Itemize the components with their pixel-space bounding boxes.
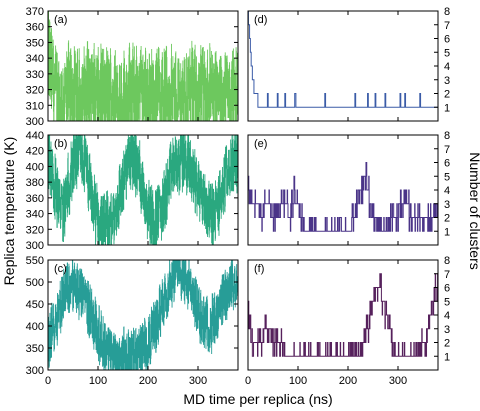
y-tick-label: 8 xyxy=(444,6,450,18)
y-tick-label: 340 xyxy=(26,209,44,221)
series-trace xyxy=(48,135,238,245)
y-tick-label: 320 xyxy=(26,85,44,97)
temperature-trace xyxy=(48,11,238,121)
y-tick-label: 8 xyxy=(444,255,450,267)
plot-frame xyxy=(247,10,439,122)
panel-label: (a) xyxy=(54,14,67,26)
y-tick-label: 350 xyxy=(26,37,44,49)
x-tick-label: 200 xyxy=(139,375,157,387)
y-tick-label: 420 xyxy=(26,146,44,158)
y-tick-label: 6 xyxy=(444,34,450,46)
series-trace xyxy=(248,162,438,232)
y-tick-label: 350 xyxy=(26,343,44,355)
series-trace xyxy=(48,260,238,370)
plot-frame xyxy=(47,134,239,246)
y-tick-label: 1 xyxy=(444,102,450,114)
y-tick-label: 300 xyxy=(26,240,44,252)
y-tick-label: 2 xyxy=(444,89,450,101)
x-tick-label: 200 xyxy=(339,375,357,387)
y-tick-label: 340 xyxy=(26,53,44,65)
cluster-trace xyxy=(248,273,438,357)
series-trace xyxy=(48,11,238,121)
y-tick-label: 6 xyxy=(444,158,450,170)
y-tick-label: 360 xyxy=(26,193,44,205)
y-tick-label: 360 xyxy=(26,22,44,34)
x-axis-label: MD time per replica (ns) xyxy=(183,391,332,407)
right-y-axis-label: Number of clusters xyxy=(467,152,480,269)
cluster-trace xyxy=(248,162,438,232)
panel-a: (a) 300 310 320 330 340 350 360 370 xyxy=(26,6,239,128)
y-tick-label: 440 xyxy=(26,130,44,142)
y-tick-label: 320 xyxy=(26,224,44,236)
y-tick-label: 5 xyxy=(444,171,450,183)
panel-label: (f) xyxy=(254,263,264,275)
panel-label: (b) xyxy=(54,138,67,150)
y-tick-label: 500 xyxy=(26,277,44,289)
y-tick-label: 330 xyxy=(26,69,44,81)
y-tick-label: 380 xyxy=(26,177,44,189)
y-tick-label: 5 xyxy=(444,47,450,59)
temperature-trace xyxy=(48,135,238,245)
y-tick-label: 4 xyxy=(444,61,450,73)
y-tick-label: 6 xyxy=(444,283,450,295)
y-tick-label: 3 xyxy=(444,75,450,87)
y-tick-label: 3 xyxy=(444,199,450,211)
x-tick-label: 100 xyxy=(89,375,107,387)
series-trace xyxy=(248,11,438,108)
plot-frame xyxy=(47,259,239,371)
x-tick-label: 100 xyxy=(289,375,307,387)
x-tick-label: 300 xyxy=(189,375,207,387)
y-tick-label: 5 xyxy=(444,296,450,308)
panel-c: (c) 300 350 400 450 500 550 0 100 200 300 xyxy=(26,255,239,387)
y-tick-label: 4 xyxy=(444,310,450,322)
y-tick-label: 3 xyxy=(444,324,450,336)
temperature-trace xyxy=(48,260,238,370)
y-tick-label: 7 xyxy=(444,20,450,32)
y-tick-label: 2 xyxy=(444,213,450,225)
x-tick-label: 0 xyxy=(245,375,251,387)
panel-b: (b) 300 320 340 360 380 400 420 440 xyxy=(26,130,239,252)
y-tick-label: 450 xyxy=(26,299,44,311)
y-tick-label: 7 xyxy=(444,144,450,156)
y-tick-label: 310 xyxy=(26,100,44,112)
y-tick-label: 400 xyxy=(26,321,44,333)
panel-label: (d) xyxy=(254,14,267,26)
series-trace xyxy=(248,273,438,357)
y-tick-label: 2 xyxy=(444,338,450,350)
cluster-trace xyxy=(248,11,438,108)
y-tick-label: 1 xyxy=(444,226,450,238)
y-tick-label: 4 xyxy=(444,185,450,197)
y-tick-label: 370 xyxy=(26,6,44,18)
y-tick-label: 1 xyxy=(444,351,450,363)
y-tick-label: 400 xyxy=(26,161,44,173)
y-tick-label: 550 xyxy=(26,255,44,267)
panel-label: (e) xyxy=(254,138,267,150)
x-tick-label: 300 xyxy=(389,375,407,387)
y-tick-label: 8 xyxy=(444,130,450,142)
panels: (a)300310320330340350360370(b)3003203403… xyxy=(26,6,450,387)
x-tick-label: 0 xyxy=(45,375,51,387)
y-tick-label: 300 xyxy=(26,116,44,128)
left-y-axis-label: Replica temperature (K) xyxy=(1,137,17,286)
y-tick-label: 300 xyxy=(26,365,44,377)
y-tick-label: 7 xyxy=(444,269,450,281)
plot-frame xyxy=(47,10,239,122)
panel-label: (c) xyxy=(54,263,67,275)
